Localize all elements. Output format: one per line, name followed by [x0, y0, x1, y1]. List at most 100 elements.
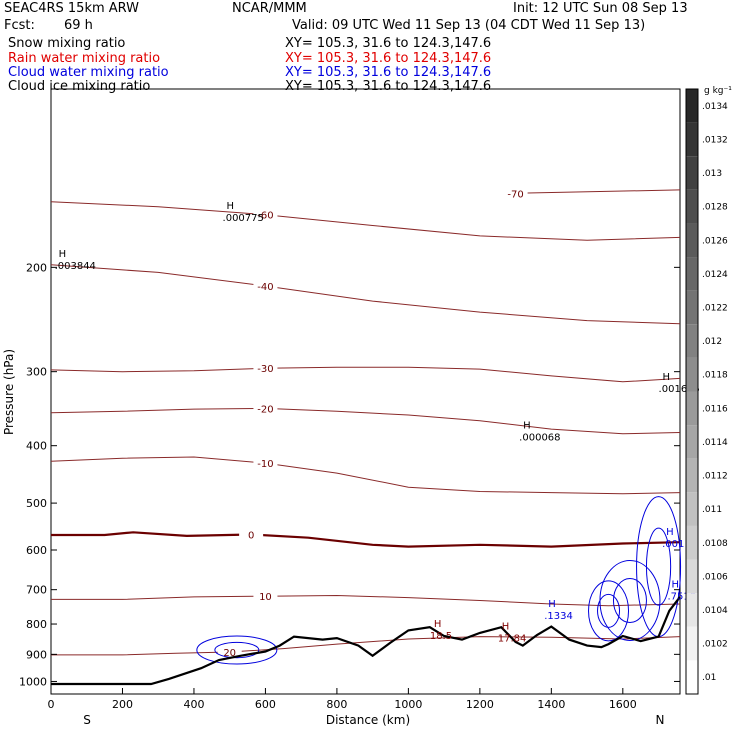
colorbar-segment [686, 559, 698, 594]
colorbar-segment [686, 156, 698, 190]
colorbar-segment [686, 290, 698, 325]
temperature-contour--70 [515, 189, 680, 194]
temperature-contour--20 [51, 407, 680, 435]
temperature-contour-10 [51, 594, 680, 607]
field-label-rain: Rain water mixing ratio [8, 51, 161, 66]
y-tick-label: 800 [26, 618, 47, 631]
maximum-h-marker: H [59, 249, 67, 260]
colorbar-segment [686, 660, 698, 694]
colorbar-tick-label: .01 [702, 673, 716, 683]
colorbar-segment [686, 122, 698, 157]
contour-label: -60 [257, 211, 273, 222]
contour-label-bg [217, 646, 242, 659]
colorbar-tick-label: .011 [702, 505, 722, 515]
colorbar-segment [686, 425, 698, 459]
colorbar-segment [686, 223, 698, 258]
colorbar-tick-label: .0104 [702, 606, 728, 616]
forecast-label: Fcst: [4, 18, 35, 33]
contour-label: -30 [257, 364, 273, 375]
cloud-water-contour [214, 641, 260, 659]
colorbar-tick-label: .0122 [702, 303, 728, 313]
colorbar-tick-label: .0134 [702, 102, 728, 112]
colorbar-unit: g kg⁻¹ [704, 86, 732, 96]
maximum-value: .001 [662, 539, 684, 550]
x-tick-label: 200 [112, 698, 133, 711]
forecast-hours: 69 h [64, 18, 93, 33]
colorbar-tick-label: .012 [702, 337, 722, 347]
x-tick-label: 600 [255, 698, 276, 711]
colorbar-segment [686, 324, 698, 358]
y-tick-label: 600 [26, 544, 47, 557]
x-tick-label: 800 [326, 698, 347, 711]
colorbar-segment [686, 525, 698, 560]
axes: 0 200 400 600 800 1000 1200 1400 1600 200 300 400 50… [19, 261, 680, 711]
cloud-water-contour [196, 635, 278, 665]
y-tick-label: 200 [26, 261, 47, 274]
colorbar-segment [686, 593, 698, 627]
colorbar-tick-label: .0116 [702, 404, 728, 414]
colorbar-tick-label: .0128 [702, 203, 728, 213]
x-axis-label: Distance (km) [326, 713, 410, 727]
maximum-h-marker: H [523, 420, 531, 431]
colorbar-segment [686, 189, 698, 224]
colorbar: .01 .0102 .0104 .0106 .0108 .011 .0112 .0114 .01… [685, 88, 728, 695]
temperature-contour--40 [51, 264, 680, 325]
field-xy-cloud-water: XY= 105.3, 31.6 to 124.3,147.6 [285, 65, 492, 80]
maximum-h-marker: H [548, 599, 556, 610]
contour-label: 0 [248, 531, 254, 542]
valid-time: Valid: 09 UTC Wed 11 Sep 13 (04 CDT Wed … [292, 18, 646, 33]
colorbar-tick-label: .013 [702, 169, 722, 179]
maximum-h-marker: H [671, 580, 679, 591]
colorbar-tick-label: .0132 [702, 135, 728, 145]
y-axis-label: Pressure (hPa) [2, 349, 16, 435]
maximum-h-marker: H [663, 372, 671, 383]
contour-label-bg [239, 528, 264, 541]
contour-label-bg [253, 590, 278, 603]
terrain-outline [51, 596, 681, 686]
maximum-value: 17.84 [498, 634, 527, 645]
x-tick-label: 1400 [537, 698, 565, 711]
x-tick-label: 400 [183, 698, 204, 711]
colorbar-segment [686, 626, 698, 661]
contour-label: 20 [223, 648, 236, 659]
field-label-cloud-water: Cloud water mixing ratio [8, 65, 169, 80]
temperature-contour--10 [51, 456, 680, 495]
colorbar-segment [686, 492, 698, 526]
contour-label: 10 [259, 592, 272, 603]
y-tick-label: 500 [26, 497, 47, 510]
contour-label: -10 [257, 459, 273, 470]
y-tick-label: 300 [26, 366, 47, 379]
colorbar-tick-label: .0114 [702, 438, 728, 448]
field-xy-rain: XY= 105.3, 31.6 to 124.3,147.6 [285, 51, 492, 66]
contour-label-bg [253, 208, 278, 221]
field-xy-snow: XY= 105.3, 31.6 to 124.3,147.6 [285, 36, 492, 51]
temperature-contour--60 [51, 201, 680, 241]
colorbar-segment [686, 257, 698, 291]
contour-label-bg [253, 402, 278, 415]
cloud-water-contour [588, 580, 630, 642]
colorbar-tick-label: .0118 [702, 371, 728, 381]
field-label-snow: Snow mixing ratio [8, 36, 126, 51]
contour-label: -70 [507, 189, 523, 200]
temperature-contour-20 [51, 636, 680, 656]
cloud-water-contour [597, 593, 621, 628]
colorbar-tick-label: .0106 [702, 572, 728, 582]
init-time: Init: 12 UTC Sun 08 Sep 13 [513, 1, 688, 16]
maximum-h-marker: H [502, 622, 510, 633]
maximum-value: .001695 [659, 384, 700, 395]
x-tick-label: 1600 [609, 698, 637, 711]
temperature-contour-0 [51, 531, 680, 548]
plot-frame [50, 88, 681, 695]
y-tick-label: 1000 [19, 675, 47, 688]
model-title: SEAC4RS 15km ARW [4, 1, 140, 16]
colorbar-segment [686, 357, 698, 392]
cloud-water-contour [599, 559, 661, 641]
colorbar-tick-label: .0126 [702, 236, 728, 246]
field-xy-cloud-ice: XY= 105.3, 31.6 to 124.3,147.6 [285, 79, 492, 94]
terrain-line [51, 596, 681, 686]
x-tick-label: 1200 [466, 698, 494, 711]
maximum-value: .7518 [667, 592, 696, 603]
contour-label: -20 [257, 404, 273, 415]
y-tick-label: 400 [26, 440, 47, 453]
x-end-label-south: S [83, 713, 91, 727]
